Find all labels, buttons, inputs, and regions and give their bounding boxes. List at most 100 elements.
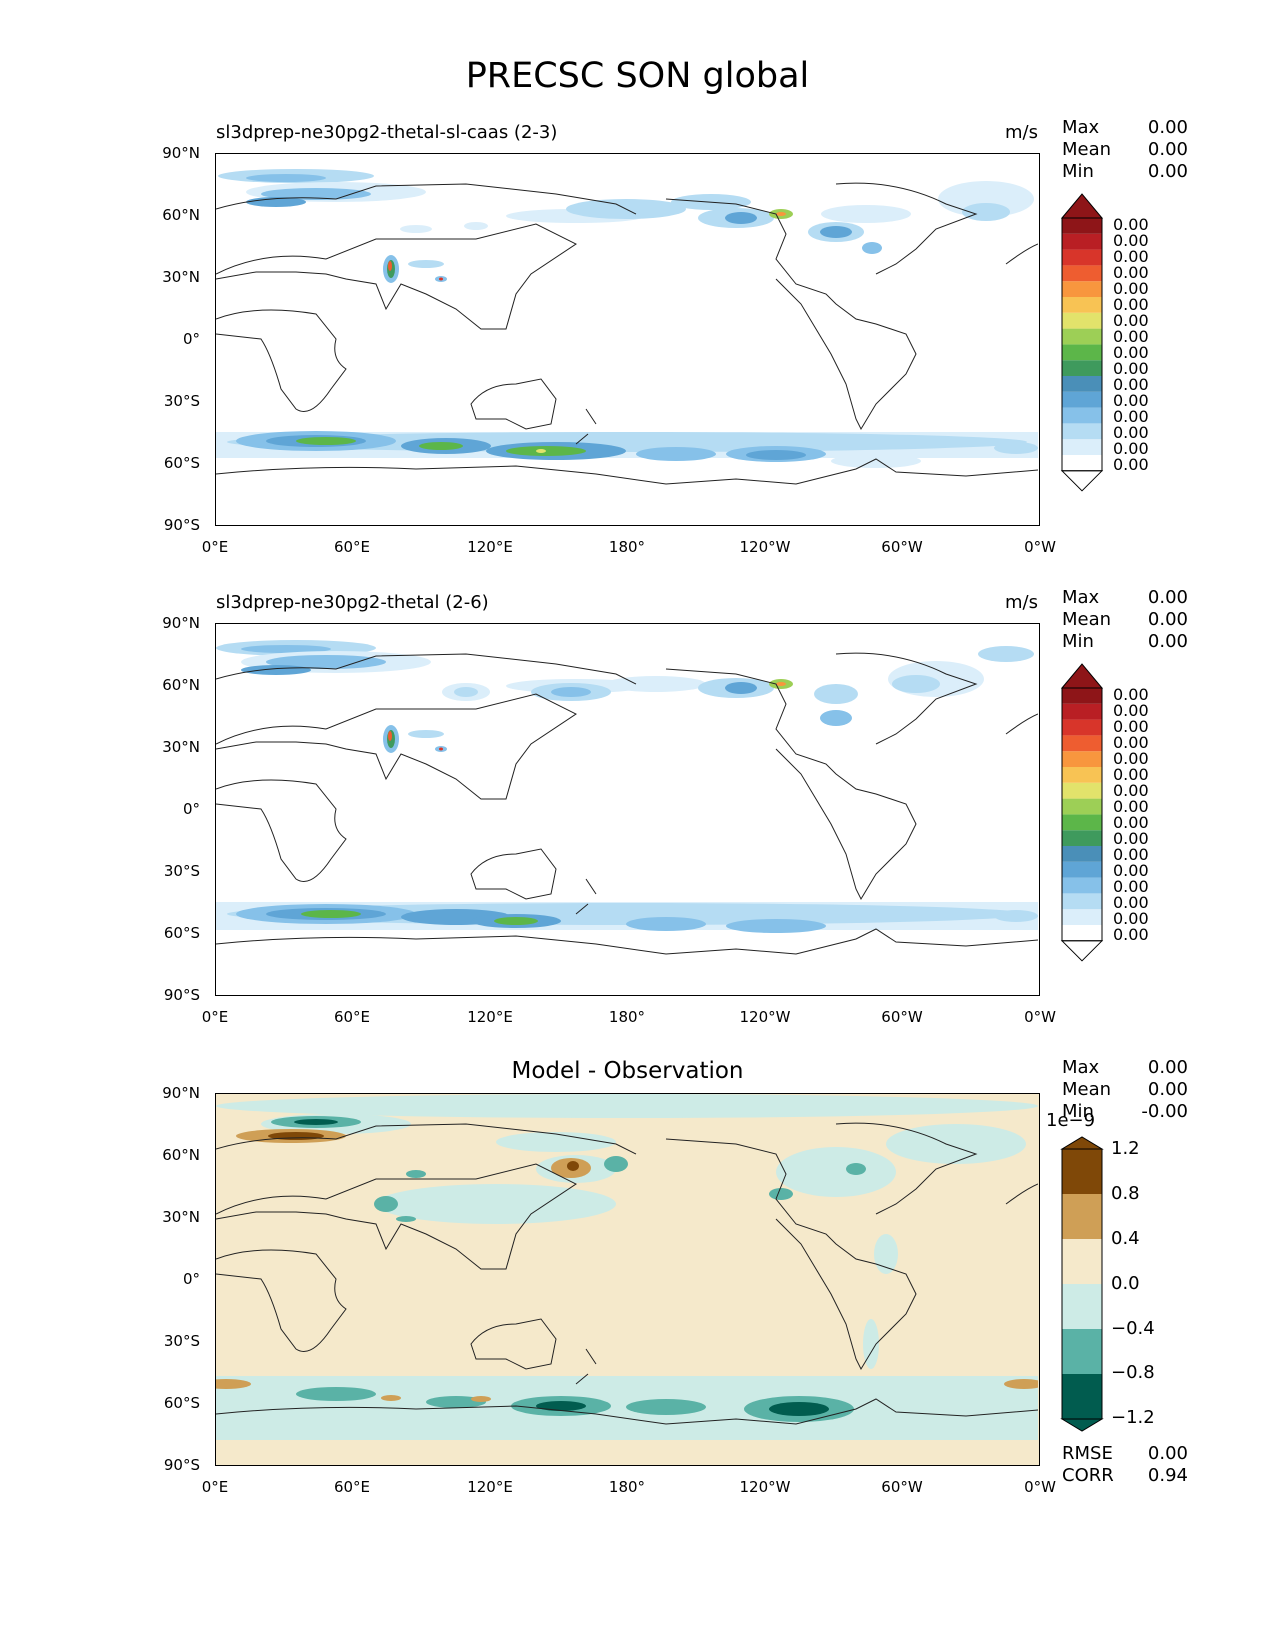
colorbar-segment	[1062, 218, 1102, 234]
panel-1-colorbar-label: 0.00	[1113, 231, 1149, 250]
panel-2-lat-tick-6: 60°S	[163, 924, 200, 942]
panel-2-colorbar-label: 0.00	[1113, 717, 1149, 736]
panel-1-colorbar-label: 0.00	[1113, 215, 1149, 234]
colorbar-frame	[1061, 1148, 1103, 1420]
panel-2-colorbar-label: 0.00	[1113, 797, 1149, 816]
panel-1-colorbar	[1060, 193, 1104, 492]
panel-1-units: m/s	[1005, 122, 1038, 143]
colorbar-segment	[1062, 455, 1102, 471]
panel-3-title: Model - Observation	[511, 1058, 744, 1084]
panel-3-metric-corr: CORR 0.94	[1062, 1465, 1188, 1486]
colorbar-segment	[1062, 846, 1102, 862]
colorbar-segment	[1062, 688, 1102, 704]
panel-2-lat-tick-4: 0°	[182, 800, 200, 818]
colorbar-extension-min	[1060, 940, 1104, 962]
panel-1-lat-tick-1: 90°N	[162, 144, 200, 162]
colorbar-extension-max	[1060, 1136, 1104, 1150]
panel-1-colorbar-label: 0.00	[1113, 439, 1149, 458]
panel-2-colorbar-label: 0.00	[1113, 925, 1149, 944]
panel-2-stat-min: Min 0.00	[1062, 631, 1188, 652]
colorbar-segment	[1062, 925, 1102, 941]
colorbar-extension-max	[1060, 193, 1104, 219]
panel-2-units: m/s	[1005, 592, 1038, 613]
panel-1-map-svg	[216, 169, 1038, 485]
panel-3-stat-max: Max 0.00	[1062, 1057, 1188, 1078]
colorbar-segment	[1062, 1194, 1102, 1239]
panel-1-lon-tick-1: 0°E	[201, 538, 229, 556]
panel-2-lat-tick-7: 90°S	[163, 986, 200, 1004]
colorbar-frame	[1061, 217, 1103, 472]
panel-3-lat-tick-5: 30°S	[163, 1332, 200, 1350]
panel-1-title: sl3dprep-ne30pg2-thetal-sl-caas (2-3)	[216, 122, 558, 143]
colorbar-frame	[1061, 687, 1103, 942]
colorbar-segment	[1062, 735, 1102, 752]
panel-1-lat-tick-7: 90°S	[163, 516, 200, 534]
colorbar-segment	[1062, 798, 1102, 815]
panel-2-stat-mean: Mean 0.00	[1062, 609, 1188, 630]
panel-2-colorbar-label: 0.00	[1113, 877, 1149, 896]
panel-1-stat-min: Min 0.00	[1062, 161, 1188, 182]
colorbar-segment	[1062, 893, 1102, 910]
panel-2-colorbar-label: 0.00	[1113, 861, 1149, 880]
panel-3-lon-tick-6: 60°W	[881, 1478, 923, 1496]
panel-3-lon-tick-3: 120°E	[467, 1478, 513, 1496]
colorbar-segment	[1062, 830, 1102, 846]
panel-2-lat-tick-1: 90°N	[162, 614, 200, 632]
panel-3-lon-tick-7: 0°W	[1024, 1478, 1056, 1496]
panel-1-colorbar-label: 0.00	[1113, 423, 1149, 442]
coastlines	[216, 1122, 1038, 1425]
panel-1-colorbar-label: 0.00	[1113, 343, 1149, 362]
panel-3-colorbar-label: 1.2	[1111, 1138, 1140, 1159]
colorbar-segment	[1062, 281, 1102, 297]
colorbar-extension-min	[1060, 1418, 1104, 1432]
panel-2-lat-tick-2: 60°N	[162, 676, 200, 694]
panel-3-stat-min: Min -0.00	[1062, 1101, 1188, 1122]
panel-1-colorbar-label: 0.00	[1113, 359, 1149, 378]
panel-1-lat-tick-6: 60°S	[163, 454, 200, 472]
coastlines	[216, 182, 1038, 485]
panel-1-lon-tick-4: 180°	[608, 538, 646, 556]
panel-1-lon-tick-3: 120°E	[467, 538, 513, 556]
panel-3-lon-tick-2: 60°E	[333, 1478, 371, 1496]
colorbar-segment	[1062, 1149, 1102, 1194]
panel-2-colorbar-label: 0.00	[1113, 781, 1149, 800]
panel-1-colorbar-label: 0.00	[1113, 295, 1149, 314]
panel-2-colorbar-label: 0.00	[1113, 701, 1149, 720]
panel-3-lat-tick-3: 30°N	[162, 1208, 200, 1226]
colorbar-segment	[1062, 814, 1102, 831]
colorbar-segment	[1062, 1374, 1102, 1419]
panel-3-colorbar-label: −1.2	[1111, 1407, 1155, 1428]
difference-contours	[216, 1094, 1038, 1440]
panel-1-colorbar-label: 0.00	[1113, 391, 1149, 410]
panel-1-colorbar-label: 0.00	[1113, 375, 1149, 394]
panel-2-colorbar	[1060, 663, 1104, 962]
panel-2-stat-max: Max 0.00	[1062, 587, 1188, 608]
panel-1-stat-max: Max 0.00	[1062, 117, 1188, 138]
panel-3-map-svg	[216, 1094, 1038, 1440]
colorbar-segment	[1062, 751, 1102, 767]
panel-2-colorbar-label: 0.00	[1113, 765, 1149, 784]
coastlines	[216, 652, 1038, 955]
panel-3-map	[215, 1093, 1040, 1466]
panel-3-stat-mean: Mean 0.00	[1062, 1079, 1188, 1100]
precip-contours	[216, 169, 1038, 468]
colorbar-segment	[1062, 719, 1102, 736]
panel-1-colorbar-label: 0.00	[1113, 407, 1149, 426]
panel-2-lat-tick-3: 30°N	[162, 738, 200, 756]
panel-3-lat-tick-2: 60°N	[162, 1146, 200, 1164]
colorbar-segment	[1062, 782, 1102, 799]
panel-3-lat-tick-4: 0°	[182, 1270, 200, 1288]
colorbar-segment	[1062, 877, 1102, 894]
panel-1-lat-tick-2: 60°N	[162, 206, 200, 224]
panel-2-lat-tick-5: 30°S	[163, 862, 200, 880]
panel-1-colorbar-label: 0.00	[1113, 327, 1149, 346]
colorbar-segment	[1062, 360, 1102, 376]
colorbar-segment	[1062, 328, 1102, 345]
panel-1-lon-tick-7: 0°W	[1024, 538, 1056, 556]
colorbar-segment	[1062, 249, 1102, 266]
panel-1-colorbar-label: 0.00	[1113, 263, 1149, 282]
panel-1-lat-tick-4: 0°	[182, 330, 200, 348]
panel-2-map-svg	[216, 640, 1038, 955]
panel-3-metric-rmse: RMSE 0.00	[1062, 1443, 1188, 1464]
panel-2-lon-tick-4: 180°	[608, 1008, 646, 1026]
